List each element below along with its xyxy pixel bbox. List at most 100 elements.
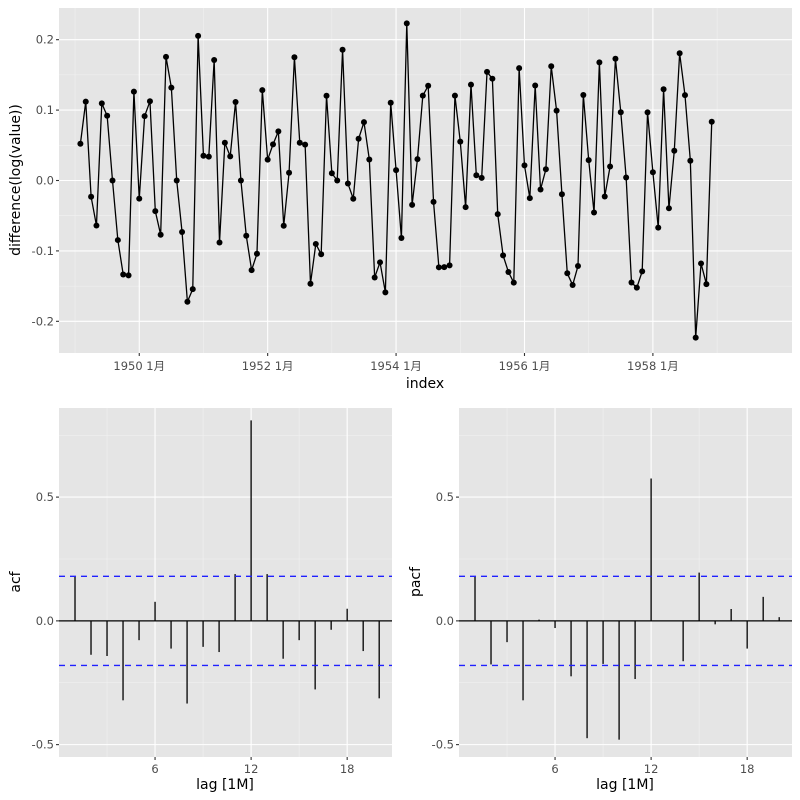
data-point <box>649 169 656 176</box>
data-point <box>451 92 458 99</box>
data-point <box>553 107 560 114</box>
data-point <box>639 268 646 275</box>
data-point <box>671 147 678 154</box>
data-point <box>665 205 672 212</box>
data-point <box>152 208 159 215</box>
data-point <box>109 177 116 184</box>
data-point <box>446 262 453 269</box>
data-point <box>430 198 437 205</box>
data-point <box>467 81 474 88</box>
grid <box>59 408 392 757</box>
data-point <box>574 263 581 270</box>
data-point <box>441 264 448 271</box>
y-tick-label: -0.1 <box>32 244 54 258</box>
data-point <box>339 46 346 53</box>
x-axis-title: lag [1M] <box>596 777 654 793</box>
data-point <box>77 140 84 147</box>
data-point <box>526 195 533 202</box>
data-point <box>93 222 100 229</box>
data-point <box>355 135 362 142</box>
data-point <box>484 68 491 75</box>
x-tick-label: 12 <box>644 762 659 776</box>
data-point <box>425 82 432 89</box>
data-point <box>88 193 95 200</box>
data-point <box>409 201 416 208</box>
data-point <box>146 98 153 105</box>
data-point <box>687 157 694 164</box>
y-axis: -0.5 0.0 0.5 <box>432 490 459 752</box>
data-point <box>184 298 191 305</box>
data-point <box>708 118 715 125</box>
data-point <box>377 259 384 266</box>
data-point <box>564 270 571 277</box>
series-points <box>77 20 715 341</box>
grid <box>59 8 792 353</box>
x-tick-label: 1956 1月 <box>499 359 551 373</box>
data-point <box>676 50 683 57</box>
data-point <box>478 174 485 181</box>
x-tick-label: 1958 1月 <box>627 359 679 373</box>
data-point <box>286 169 293 176</box>
x-axis: 6 12 18 <box>551 757 754 776</box>
data-point <box>136 195 143 202</box>
panel-background <box>59 408 392 757</box>
data-point <box>585 157 592 164</box>
y-tick-label: -0.5 <box>432 738 454 752</box>
data-point <box>542 166 549 173</box>
data-point <box>371 274 378 281</box>
data-point <box>323 92 330 99</box>
y-tick-label: -0.5 <box>32 738 54 752</box>
data-point <box>628 279 635 286</box>
data-point <box>344 180 351 187</box>
x-axis: 1950 1月 1952 1月 1954 1月 1956 1月 1958 1月 <box>113 353 679 373</box>
y-axis-title: pacf <box>408 566 424 597</box>
data-point <box>558 191 565 198</box>
data-point <box>328 170 335 177</box>
data-point <box>253 250 260 257</box>
data-point <box>462 204 469 211</box>
data-point <box>120 271 127 278</box>
data-point <box>98 100 105 107</box>
data-point <box>179 229 186 236</box>
data-point <box>660 86 667 93</box>
data-point <box>435 264 442 271</box>
y-tick-label: 0.0 <box>436 614 454 628</box>
data-point <box>360 119 367 126</box>
x-tick-label: 6 <box>151 762 158 776</box>
x-tick-label: 6 <box>551 762 558 776</box>
data-point <box>125 272 132 279</box>
data-point <box>130 88 137 95</box>
data-point <box>82 98 89 105</box>
data-point <box>270 141 277 148</box>
data-point <box>703 281 710 288</box>
data-point <box>189 286 196 293</box>
pacf-panel: -0.5 0.0 0.5 6 12 18 pacf lag [1M] <box>408 408 792 793</box>
data-point <box>681 92 688 99</box>
data-point <box>291 54 298 61</box>
confidence-bounds <box>59 575 392 667</box>
data-point <box>302 141 309 148</box>
data-point <box>334 177 341 184</box>
x-tick-label: 1950 1月 <box>113 359 165 373</box>
data-point <box>644 109 651 116</box>
data-point <box>141 113 148 120</box>
confidence-bounds <box>459 575 792 667</box>
data-point <box>500 252 507 259</box>
data-point <box>521 162 528 169</box>
x-axis-title: lag [1M] <box>196 777 254 793</box>
x-tick-label: 18 <box>340 762 355 776</box>
data-point <box>607 163 614 170</box>
data-point <box>698 260 705 267</box>
acf-spikes <box>59 420 392 704</box>
y-axis: -0.5 0.0 0.5 <box>32 490 59 752</box>
data-point <box>398 235 405 242</box>
y-axis-title: difference(log(value)) <box>8 104 24 256</box>
data-point <box>227 153 234 160</box>
pacf-spikes <box>459 478 792 740</box>
x-tick-label: 18 <box>740 762 755 776</box>
data-point <box>211 56 218 63</box>
y-tick-label: 0.2 <box>36 33 54 47</box>
data-point <box>510 279 517 286</box>
panel-background <box>459 408 792 757</box>
y-axis: -0.2 -0.1 0.0 0.1 0.2 <box>32 33 59 328</box>
